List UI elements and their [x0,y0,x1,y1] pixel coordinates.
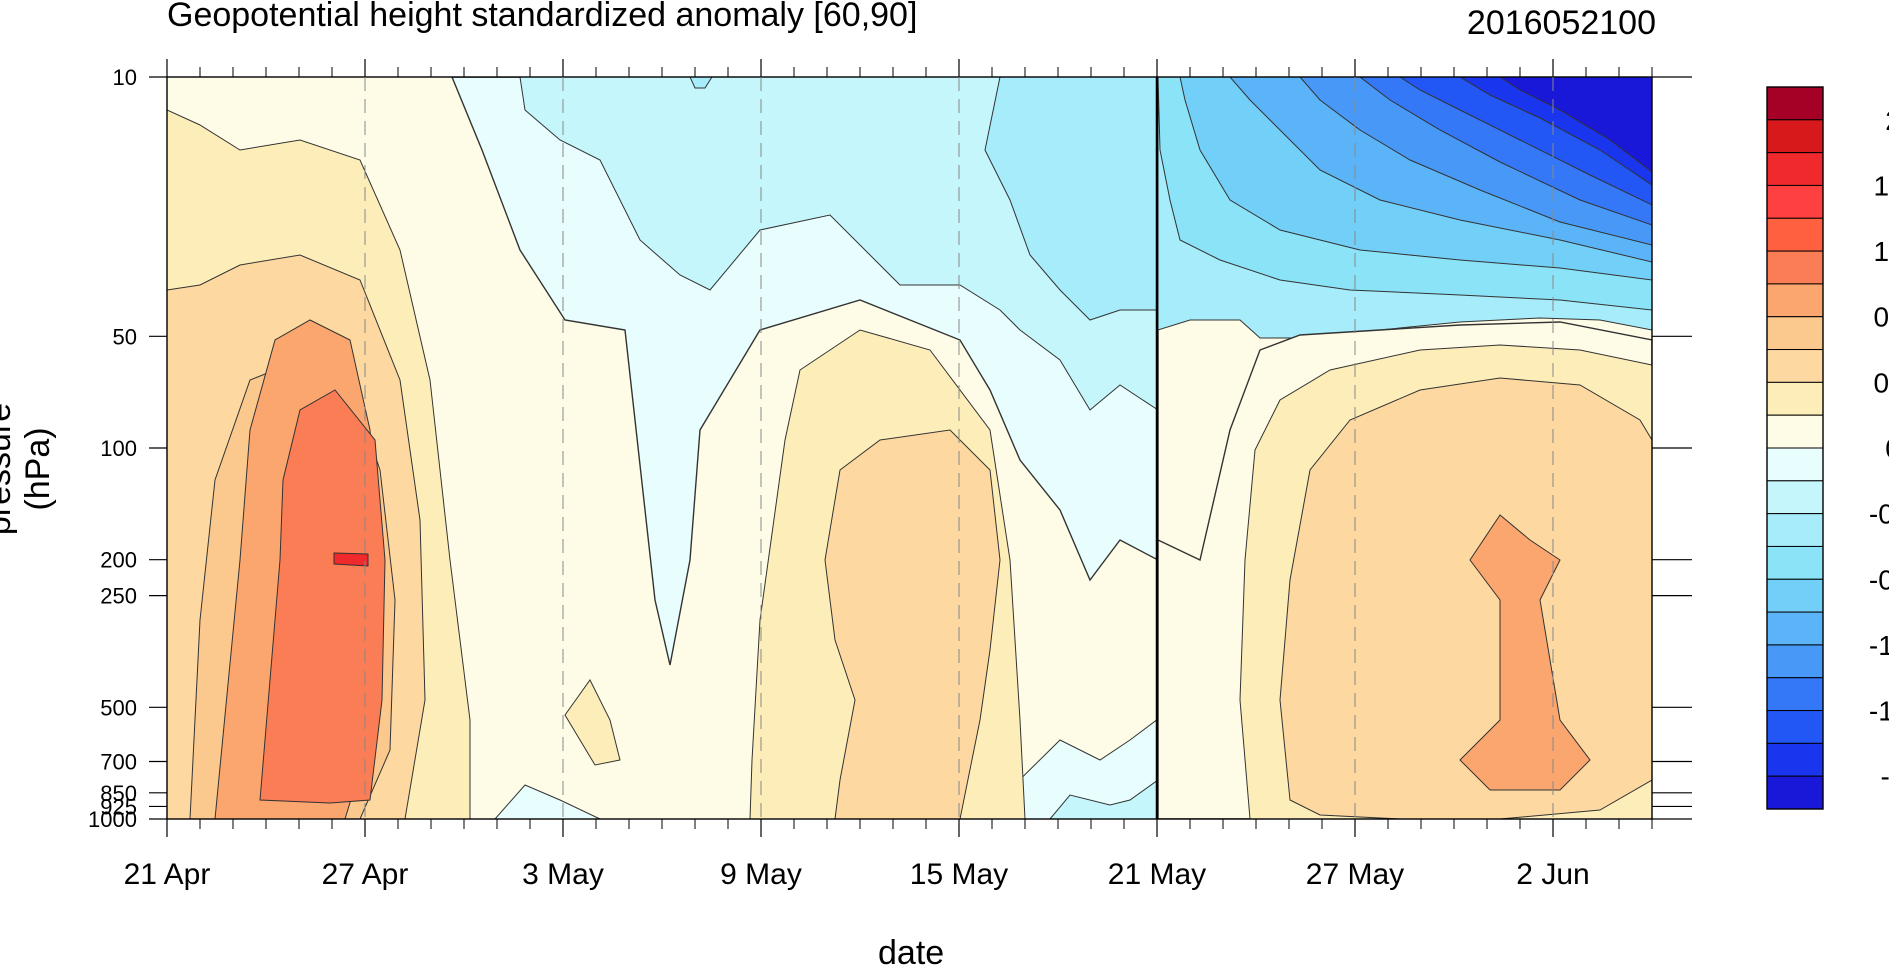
contour-low-cool-b [979,718,1159,819]
y-tick-label: 850 [100,781,137,806]
colorbar-swatch [1766,250,1824,285]
contour-low-cool-a [494,784,601,819]
y-tick-label: 925 [100,794,137,819]
colorbar-swatch [1766,86,1824,121]
colorbar-label: -1.6 [1869,696,1889,727]
contour-warm1-l5 [259,389,386,804]
x-tick-label: 21 May [1108,858,1206,891]
y-tick-label: 700 [100,750,137,775]
colorbar-swatch [1766,545,1824,580]
colorbar-swatch [1766,447,1824,482]
colorbar-swatch [1766,414,1824,449]
y-tick-label: 200 [100,548,137,573]
colorbar-swatch [1766,316,1824,351]
contour-low-cool-c [1049,779,1159,819]
colorbar: 2 1.6 1.2 0.8 0.4 0 -0.4 -0.8 -1.2 -1.6 -2 [1766,86,1889,810]
x-tick-label: 27 May [1306,858,1404,891]
colorbar-label: 0 [1885,433,1889,464]
x-tick-label: 9 May [720,858,802,891]
y-tick-label: 1000 [88,807,137,832]
colorbar-swatch [1766,283,1824,318]
colorbar-frame [1766,86,1824,810]
chart-title: Geopotential height standardized anomaly… [167,0,918,34]
contour-warm1-core [333,552,369,567]
colorbar-label: -0.4 [1869,499,1889,530]
colorbar-label: 0.8 [1874,302,1889,333]
contour-warm2-small [564,679,621,766]
x-axis: 21 Apr 27 Apr 3 May 9 May 15 May 21 May 27 May… [124,59,1653,891]
colorbar-swatch [1766,710,1824,744]
anomaly-field [167,77,1652,819]
contour-warm3-l3 [1459,514,1591,791]
colorbar-label: 1.2 [1874,236,1889,267]
x-tick-label: 15 May [910,858,1008,891]
colorbar-swatch [1766,217,1824,252]
y-tick-label: 100 [100,436,137,461]
x-tick-label: 21 Apr [124,858,211,891]
colorbar-swatch [1766,611,1824,646]
colorbar-swatch [1766,775,1824,810]
y-tick-label: 10 [113,65,137,90]
colorbar-swatch [1766,644,1824,679]
colorbar-label: 0.4 [1874,367,1889,398]
colorbar-swatch [1766,119,1824,154]
date-gridlines [364,77,1554,819]
colorbar-label: -2 [1881,761,1889,792]
chart-date-stamp: 2016052100 [1466,4,1656,42]
colorbar-swatch [1766,152,1824,186]
x-tick-label: 2 Jun [1516,858,1589,891]
colorbar-label: -0.8 [1869,564,1889,595]
x-tick-label: 27 Apr [322,858,409,891]
colorbar-swatch [1766,513,1824,547]
colorbar-swatch [1766,480,1824,515]
colorbar-swatch [1766,349,1824,383]
colorbar-label: -1.2 [1869,630,1889,661]
contour-cool-small [689,77,713,89]
colorbar-swatch [1766,677,1824,712]
contour-warm3-l2 [1279,377,1652,819]
colorbar-swatch [1766,742,1824,777]
colorbar-swatch [1766,381,1824,416]
x-axis-label: date [878,934,945,972]
x-tick-label: 3 May [522,858,604,891]
colorbar-swatch [1766,578,1824,613]
contour-warm2-l2 [824,429,1001,819]
y-tick-label: 250 [100,584,137,609]
y-tick-label: 500 [100,695,137,720]
colorbar-swatch [1766,184,1824,219]
colorbar-label: 2 [1885,105,1889,136]
y-tick-label: 50 [113,324,137,349]
contour-cold-l9 [1499,77,1652,173]
colorbar-label: 1.6 [1874,170,1889,201]
